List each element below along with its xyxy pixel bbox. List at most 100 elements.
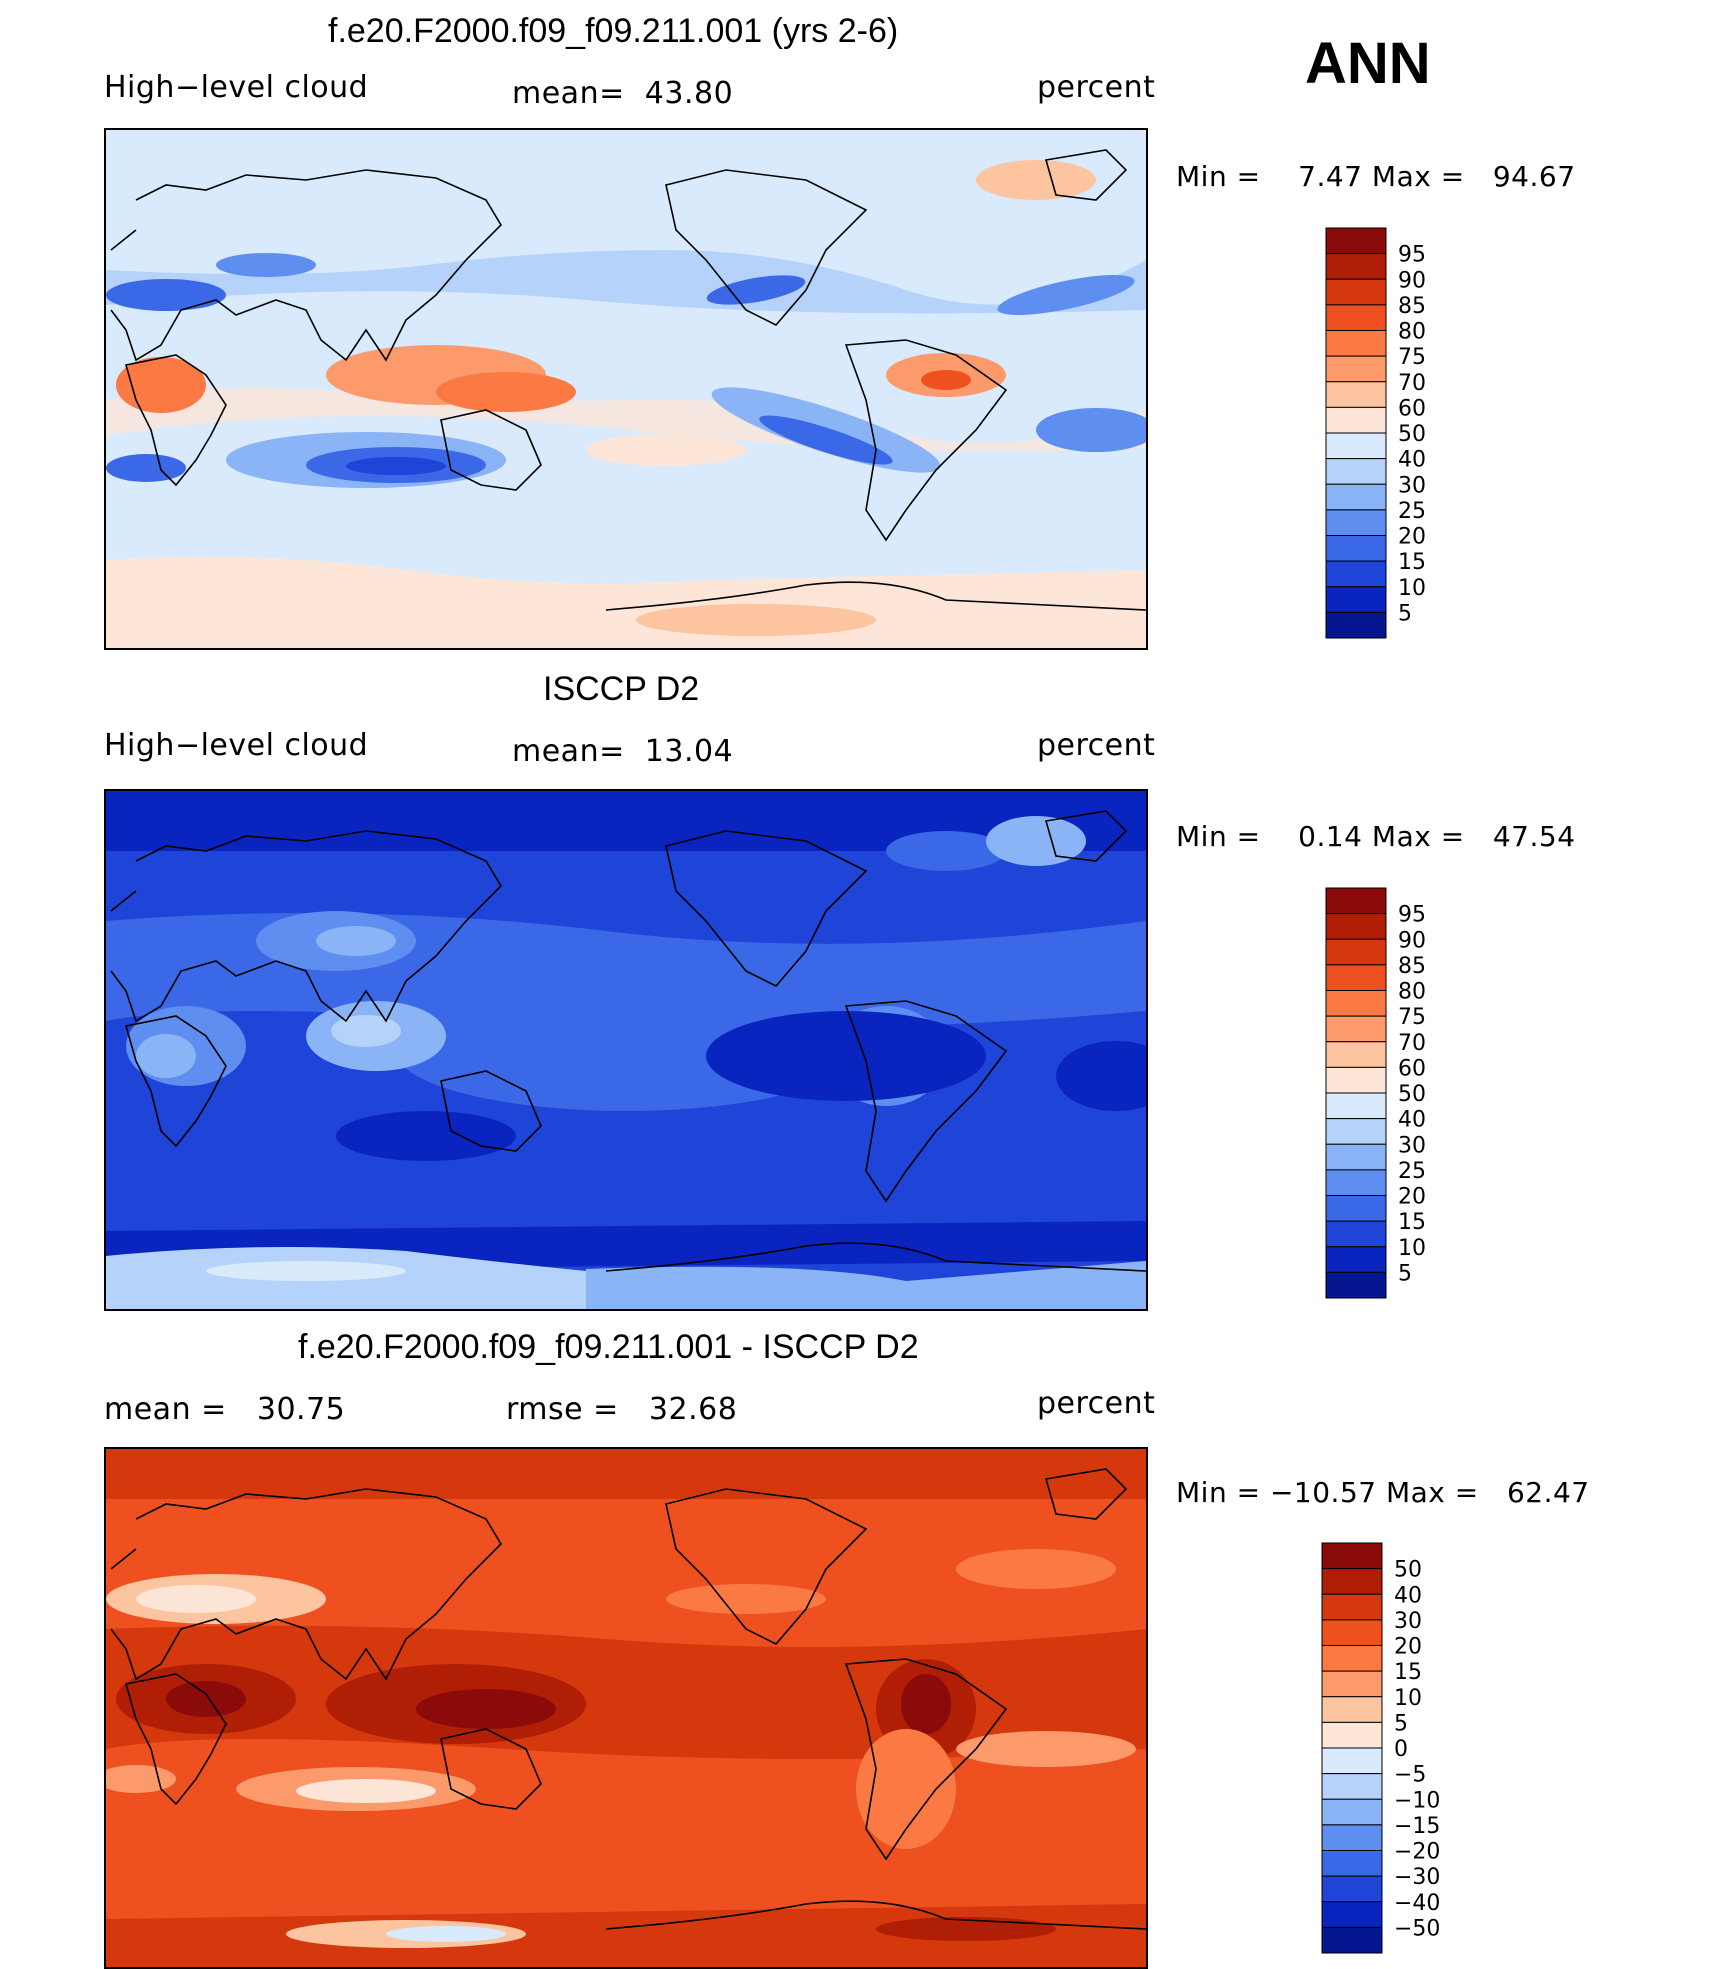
colorbar-tick-label: 15: [1398, 550, 1426, 575]
colorbar-tick-label: 40: [1398, 448, 1426, 473]
colorbar-swatch: [1321, 1721, 1383, 1749]
colorbar-swatch: [1325, 381, 1387, 408]
colorbar-swatch: [1325, 278, 1387, 306]
colorbar-swatch: [1325, 990, 1387, 1017]
colorbar-swatch: [1325, 1092, 1387, 1120]
panel3-rmse-label: rmse = 32.68: [506, 1392, 737, 1427]
colorbar-swatch: [1321, 1850, 1383, 1877]
panel1-max-label: Max =: [1371, 160, 1465, 193]
colorbar-tick-label: 10: [1394, 1686, 1422, 1711]
panel2-map-svg: [106, 791, 1146, 1309]
colorbar-tick-label: 25: [1398, 499, 1426, 524]
colorbar-swatch: [1325, 1195, 1387, 1222]
panel1-variable-label: High−level cloud: [104, 70, 369, 105]
colorbar-swatch: [1325, 458, 1387, 485]
colorbar-tick-label: 80: [1398, 980, 1426, 1005]
panel1-title: f.e20.F2000.f09_f09.211.001 (yrs 2-6): [328, 12, 899, 50]
panel1-max-value: 94.67: [1492, 160, 1576, 193]
colorbar-tick-label: 95: [1398, 903, 1426, 928]
colorbar-swatch: [1325, 253, 1387, 280]
colorbar-tick-label: 40: [1398, 1108, 1426, 1133]
colorbar-tick-label: 20: [1398, 1185, 1426, 1210]
colorbar-swatch: [1321, 1645, 1383, 1672]
colorbar-swatch: [1321, 1824, 1383, 1851]
colorbar-tick-label: −40: [1394, 1891, 1440, 1916]
colorbar-swatch: [1325, 887, 1387, 915]
colorbar-swatch: [1325, 535, 1387, 562]
colorbar-swatch: [1325, 227, 1387, 255]
colorbar-swatch: [1321, 1901, 1383, 1928]
colorbar-tick-label: 50: [1394, 1558, 1422, 1583]
colorbar-tick-label: 75: [1398, 1005, 1426, 1030]
colorbar-swatch: [1325, 330, 1387, 357]
colorbar-tick-label: −50: [1394, 1916, 1440, 1941]
colorbar-swatch: [1325, 586, 1387, 613]
panel1-units: percent: [1037, 70, 1156, 105]
colorbar-swatch: [1321, 1747, 1383, 1775]
colorbar-swatch: [1325, 1015, 1387, 1043]
colorbar-tick-label: −5: [1394, 1763, 1426, 1788]
colorbar-tick-label: 15: [1394, 1660, 1422, 1685]
panel3-colorbar: 50 40 30 20 15 10 5 0 −5 −10 −15 −20 −30 −40 −50: [1316, 1541, 1456, 1961]
colorbar-tick-label: 15: [1398, 1210, 1426, 1235]
colorbar-tick-label: 30: [1398, 1133, 1426, 1158]
panel3-min-label: Min =: [1176, 1476, 1261, 1509]
colorbar-swatch: [1325, 1246, 1387, 1273]
colorbar-tick-label: 0: [1394, 1737, 1408, 1762]
panel2-max-label: Max =: [1371, 820, 1465, 853]
colorbar-tick-label: 30: [1398, 473, 1426, 498]
colorbar-tick-label: 90: [1398, 928, 1426, 953]
panel1-minmax: Min = 7.47 Max = 94.67: [1176, 160, 1576, 193]
colorbar-swatch: [1325, 938, 1387, 966]
colorbar-tick-label: 70: [1398, 371, 1426, 396]
panel3-min-value: −10.57: [1269, 1476, 1377, 1509]
colorbar-swatch: [1321, 1926, 1383, 1954]
colorbar-swatch: [1325, 509, 1387, 536]
colorbar-tick-label: 60: [1398, 1056, 1426, 1081]
panel1-map-svg: [106, 130, 1146, 648]
colorbar-tick-label: 50: [1398, 1082, 1426, 1107]
colorbar-swatch: [1321, 1773, 1383, 1800]
panel2-minmax: Min = 0.14 Max = 47.54: [1176, 820, 1576, 853]
colorbar-tick-label: −10: [1394, 1788, 1440, 1813]
colorbar-swatch: [1321, 1619, 1383, 1646]
panel3-mean-value: 30.75: [256, 1392, 346, 1427]
panel3-mean-label: mean = 30.75: [104, 1392, 345, 1427]
panel3-units: percent: [1037, 1386, 1156, 1421]
colorbar-tick-label: 5: [1398, 1261, 1412, 1286]
colorbar-swatch: [1325, 1118, 1387, 1145]
panel3-mean-text: mean =: [104, 1392, 227, 1427]
colorbar-swatch: [1321, 1798, 1383, 1826]
colorbar-tick-label: 85: [1398, 954, 1426, 979]
colorbar-swatch: [1325, 432, 1387, 460]
panel1-map: [104, 128, 1148, 650]
colorbar-swatch: [1325, 483, 1387, 511]
colorbar-swatch: [1325, 913, 1387, 940]
panel3-max-value: 62.47: [1506, 1476, 1590, 1509]
colorbar-swatch: [1325, 611, 1387, 639]
panel3-map-svg: [106, 1449, 1146, 1967]
colorbar-tick-label: −15: [1394, 1814, 1440, 1839]
panel2-title: ISCCP D2: [543, 670, 700, 708]
panel3-map: [104, 1447, 1148, 1969]
colorbar-swatch: [1321, 1568, 1383, 1595]
panel2-min-value: 0.14: [1298, 820, 1363, 853]
panel3-title: f.e20.F2000.f09_f09.211.001 - ISCCP D2: [298, 1328, 919, 1366]
panel2-max-value: 47.54: [1492, 820, 1576, 853]
colorbar-tick-label: 10: [1398, 1236, 1426, 1261]
colorbar-tick-label: −30: [1394, 1865, 1440, 1890]
colorbar-swatch: [1325, 1041, 1387, 1068]
colorbar-tick-label: 30: [1394, 1609, 1422, 1634]
panel1-colorbar: 95 90 85 80 75 70 60 50 40 30 25 20 15 10 5: [1320, 226, 1450, 646]
panel3-rmse-value: 32.68: [648, 1392, 738, 1427]
colorbar-tick-label: 25: [1398, 1159, 1426, 1184]
colorbar-swatch: [1325, 964, 1387, 991]
panel2-units: percent: [1037, 728, 1156, 763]
colorbar-tick-label: −20: [1394, 1840, 1440, 1865]
panel2-colorbar: 95 90 85 80 75 70 60 50 40 30 25 20 15 10 5: [1320, 886, 1450, 1306]
season-label: ANN: [1305, 31, 1431, 96]
colorbar-tick-label: 75: [1398, 345, 1426, 370]
colorbar-swatch: [1325, 406, 1387, 434]
